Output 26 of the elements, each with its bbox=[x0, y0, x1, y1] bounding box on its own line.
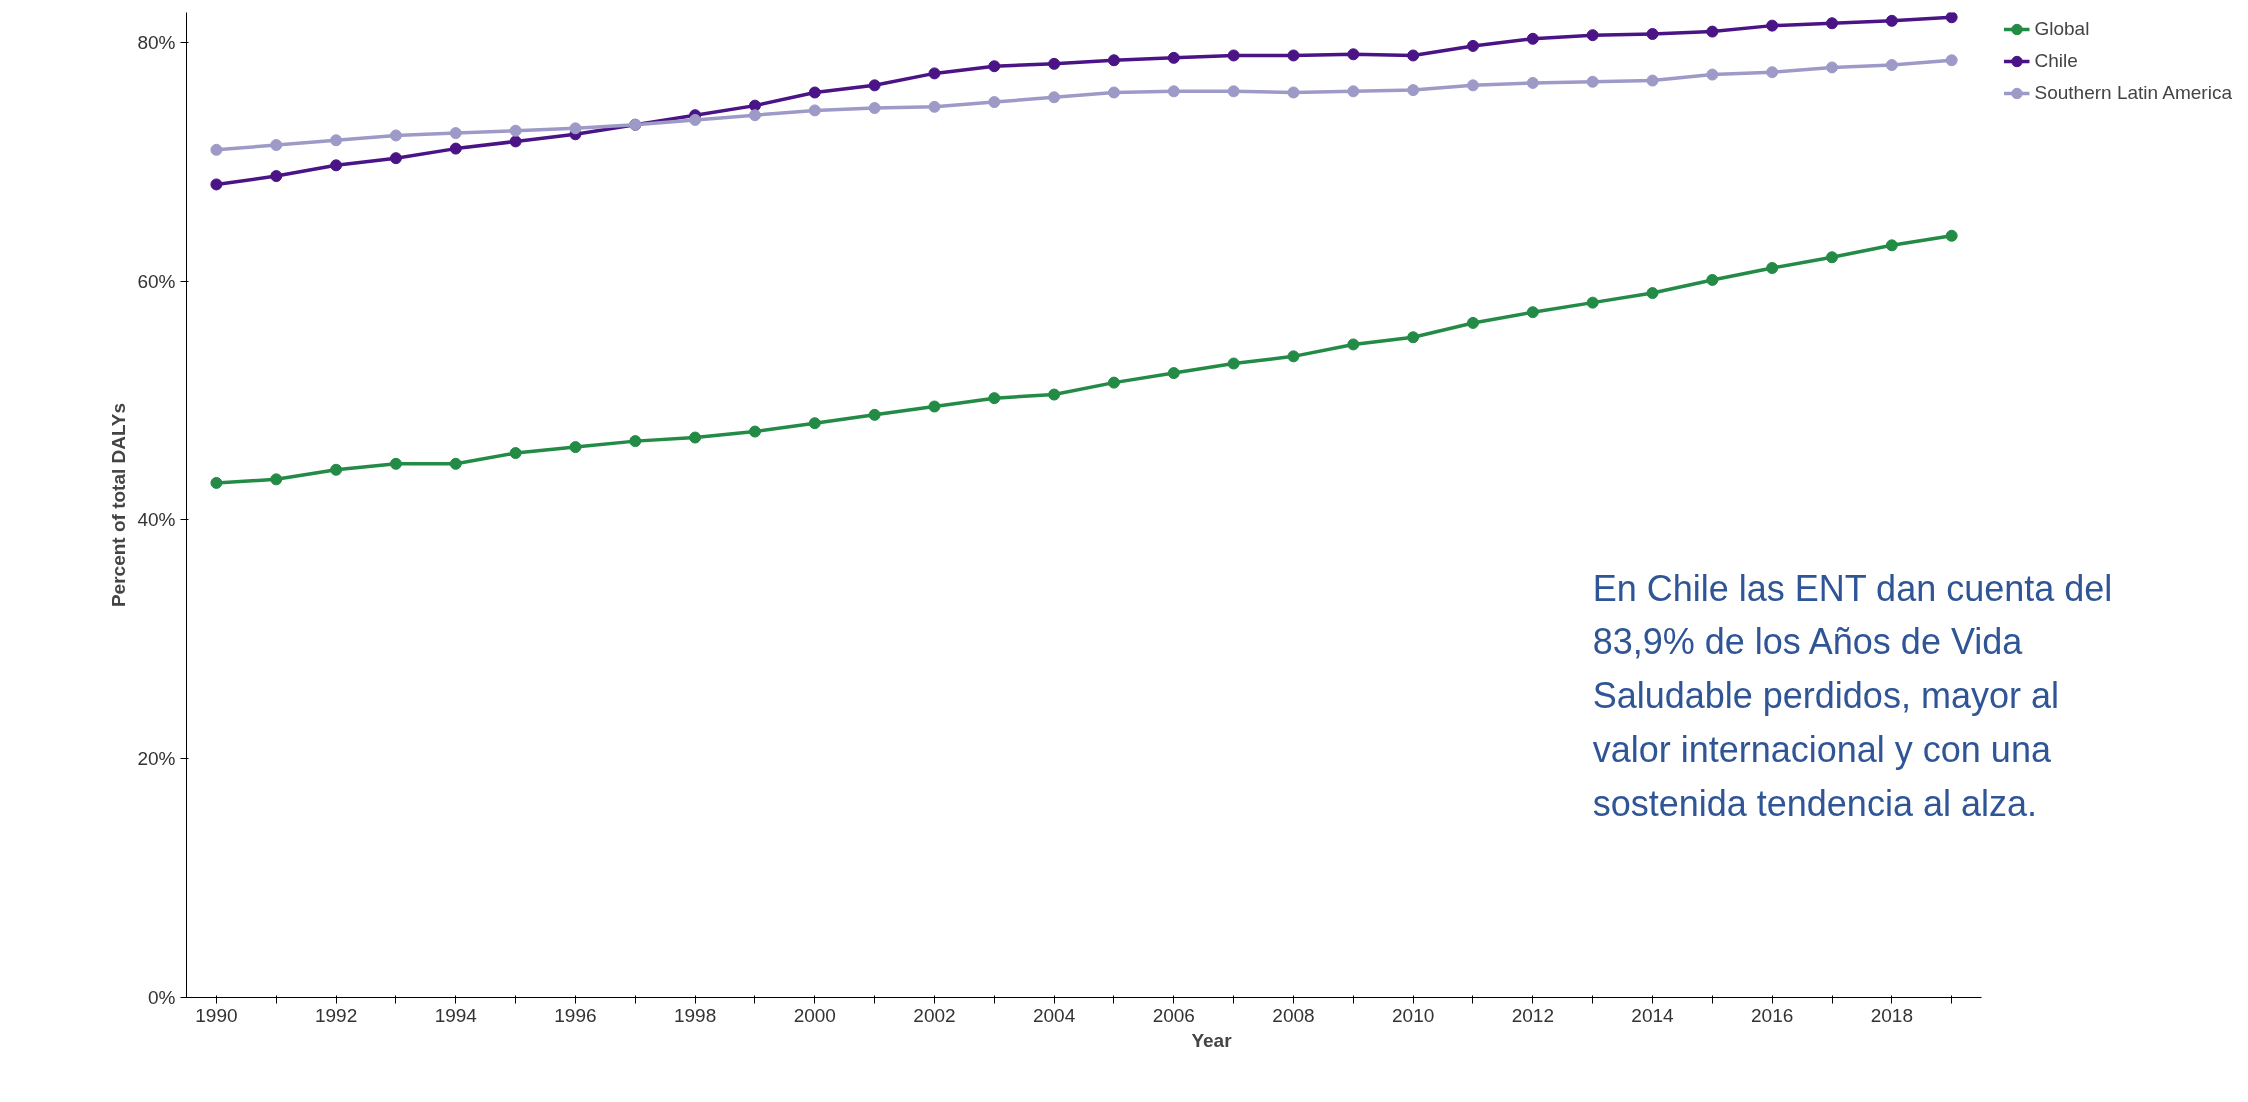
y-tick-label: 20% bbox=[137, 748, 176, 770]
legend-label: Global bbox=[2034, 18, 2090, 40]
y-tick-label: 40% bbox=[137, 509, 176, 531]
x-tick-label: 2012 bbox=[1511, 1004, 1554, 1026]
y-tick-label: 80% bbox=[137, 31, 176, 53]
x-tick-label: 1990 bbox=[195, 1004, 238, 1026]
x-tick-label: 2016 bbox=[1751, 1004, 1794, 1026]
x-tick-label: 2006 bbox=[1152, 1004, 1195, 1026]
x-tick-label: 1996 bbox=[554, 1004, 597, 1026]
x-tick-label: 1992 bbox=[314, 1004, 358, 1026]
x-tick-label: 2010 bbox=[1392, 1004, 1435, 1026]
x-tick-label: 1998 bbox=[673, 1004, 717, 1026]
y-tick-label: 0% bbox=[148, 987, 176, 1008]
x-axis-title: Year bbox=[1191, 1029, 1233, 1051]
x-tick-label: 2018 bbox=[1870, 1004, 1913, 1026]
x-tick-label: 2000 bbox=[793, 1004, 836, 1026]
annotation: En Chile las ENT dan cuenta del 83,9% de los Años de Vida Saludable perdidos, mayor al valor internacional y con una sostenida tendencia al alza. bbox=[1592, 567, 2113, 824]
y-axis-title: Percent of total DALYs bbox=[108, 402, 130, 608]
x-tick-label: 1994 bbox=[434, 1004, 478, 1026]
x-tick-label: 2002 bbox=[913, 1004, 956, 1026]
x-tick-label: 2008 bbox=[1272, 1004, 1315, 1026]
x-tick-label: 2014 bbox=[1631, 1004, 1675, 1026]
x-tick-label: 2004 bbox=[1033, 1004, 1076, 1026]
y-tick-label: 60% bbox=[137, 270, 176, 292]
legend-label: Chile bbox=[2034, 50, 2078, 72]
legend-label: Southern Latin America bbox=[2034, 82, 2232, 104]
